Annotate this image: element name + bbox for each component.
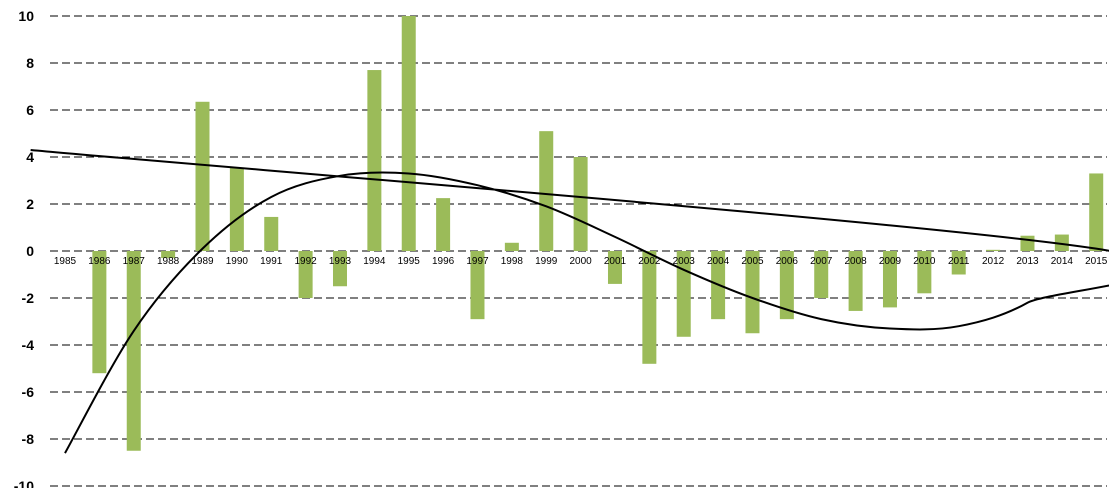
y-tick-label: -2: [22, 290, 35, 306]
trendline: [30, 148, 1109, 454]
x-tick-label: 2003: [673, 256, 696, 267]
x-tick-label: 1993: [329, 256, 352, 267]
x-tick-label: 1985: [54, 256, 77, 267]
bar: [951, 251, 966, 275]
bar: [264, 216, 279, 251]
x-tick-label: 2012: [982, 256, 1005, 267]
bar: [642, 251, 657, 364]
y-tick-label: 10: [18, 8, 34, 24]
x-tick-label: 2008: [844, 256, 867, 267]
bar: [573, 157, 588, 251]
x-tick-label: 2006: [776, 256, 799, 267]
bar: [1054, 234, 1069, 251]
x-tick-label: 1991: [260, 256, 283, 267]
bar: [298, 251, 313, 298]
bar: [607, 251, 622, 284]
x-tick-label: 1996: [432, 256, 455, 267]
bar: [848, 251, 863, 311]
bar: [745, 251, 760, 334]
x-tick-label: 2001: [604, 256, 627, 267]
x-axis-ticks: 1985 1986 1987 1988 1989 1990 1991 1992 1993 1994…: [54, 256, 1108, 267]
bar: [229, 167, 244, 251]
bar: [986, 249, 1001, 251]
x-tick-label: 1986: [88, 256, 111, 267]
bar: [436, 198, 451, 251]
y-tick-label: -6: [22, 384, 35, 400]
bar: [195, 101, 210, 252]
y-tick-label: -4: [22, 337, 35, 353]
bar: [470, 251, 485, 320]
bar: [161, 251, 176, 259]
bar: [882, 251, 897, 308]
bar: [917, 251, 932, 294]
x-tick-label: 1998: [501, 256, 524, 267]
y-tick-label: 0: [26, 243, 34, 259]
x-tick-label: 2015: [1085, 256, 1108, 267]
bars: [92, 16, 1104, 451]
x-tick-label: 1997: [466, 256, 489, 267]
bar: [539, 131, 554, 251]
y-tick-label: -8: [22, 431, 35, 447]
x-tick-label: 1990: [226, 256, 249, 267]
x-tick-label: 2011: [948, 256, 970, 267]
trendline-path: [30, 148, 1109, 454]
x-tick-label: 1994: [363, 256, 386, 267]
y-tick-label: 8: [26, 55, 34, 71]
y-tick-label: 4: [26, 149, 34, 165]
bar: [92, 251, 107, 374]
y-tick-label: -10: [14, 478, 34, 488]
bar: [1020, 235, 1035, 251]
bar: [814, 251, 829, 298]
bar: [779, 251, 794, 320]
x-tick-label: 2004: [707, 256, 730, 267]
x-tick-label: 2013: [1016, 256, 1039, 267]
x-tick-label: 1995: [398, 256, 421, 267]
y-axis-ticks: 10 8 6 4 2 0 -2 -4 -6 -8 -10: [14, 8, 34, 488]
bar: [367, 70, 382, 251]
x-tick-label: 1988: [157, 256, 180, 267]
x-tick-label: 2014: [1051, 256, 1074, 267]
bar: [401, 16, 416, 251]
x-tick-label: 2010: [913, 256, 936, 267]
y-tick-label: 2: [26, 196, 34, 212]
x-tick-label: 1999: [535, 256, 558, 267]
x-tick-label: 1992: [294, 256, 317, 267]
x-tick-label: 2002: [638, 256, 661, 267]
bar: [504, 242, 519, 251]
x-tick-label: 2000: [569, 256, 592, 267]
bar: [126, 251, 141, 451]
y-tick-label: 6: [26, 102, 34, 118]
bar: [1089, 173, 1104, 251]
x-tick-label: 1987: [123, 256, 146, 267]
x-tick-label: 2007: [810, 256, 833, 267]
x-tick-label: 2005: [741, 256, 764, 267]
x-tick-label: 2009: [879, 256, 902, 267]
bar: [332, 251, 347, 287]
x-tick-label: 1989: [191, 256, 214, 267]
